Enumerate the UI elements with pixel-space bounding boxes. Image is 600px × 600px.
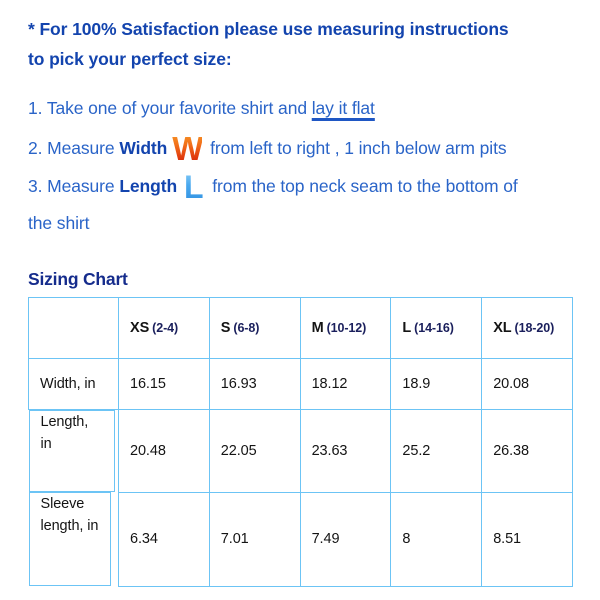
table-header-xl: XL (18-20): [481, 297, 573, 359]
instruction-step-3: 3. Measure Length L from the top neck sea…: [28, 168, 573, 242]
cell-length-s: 22.05: [208, 409, 301, 493]
cell-sleeve-xl: 8.51: [481, 491, 573, 587]
table-row: Sleeve length, in 6.34 7.01 7.49 8 8.51: [28, 491, 573, 587]
step-2-width-emphasis: Width: [119, 138, 168, 158]
sizing-chart-title: Sizing Chart: [28, 269, 128, 289]
cell-length-l: 25.2: [390, 409, 483, 493]
step-3-prefix: 3. Measure: [28, 176, 120, 196]
size-range: (14-16): [414, 321, 454, 335]
instruction-steps-list: 1. Take one of your favorite shirt and l…: [28, 88, 573, 242]
step-1-text: 1. Take one of your favorite shirt and: [28, 98, 312, 118]
cell-sleeve-xs: 6.34: [118, 491, 210, 587]
table-header-m: M (10-12): [299, 297, 392, 359]
size-label: XS: [130, 320, 150, 336]
cell-width-s: 16.93: [208, 358, 301, 410]
size-label: S: [220, 320, 231, 336]
satisfaction-heading: * For 100% Satisfaction please use measu…: [28, 14, 573, 74]
cell-sleeve-m: 7.49: [299, 491, 392, 587]
size-label: M: [311, 320, 324, 336]
size-label: L: [402, 320, 412, 336]
cell-length-xl: 26.38: [481, 409, 573, 493]
step-2-suffix: from left to right , 1 inch below arm pi…: [205, 138, 507, 158]
width-w-icon: W: [172, 130, 203, 167]
size-range: (10-12): [326, 321, 367, 335]
table-header-xs: XS (2-4): [118, 297, 210, 359]
satisfaction-heading-line-1: * For 100% Satisfaction please use measu…: [28, 19, 509, 39]
table-row: Width, in 16.15 16.93 18.12 18.9 20.08: [28, 358, 573, 410]
row-label-width: Width, in: [28, 358, 119, 410]
satisfaction-heading-line-2: to pick your perfect size:: [28, 49, 232, 69]
step-3-suffix: from the top neck seam to the bottom of: [207, 176, 518, 196]
table-row: Length, in 20.48 22.05 23.63 25.2 26.38: [28, 409, 573, 493]
cell-width-xs: 16.15: [118, 358, 210, 410]
cell-width-m: 18.12: [299, 358, 392, 410]
table-header-s: S (6-8): [208, 297, 301, 359]
cell-width-l: 18.9: [390, 358, 483, 410]
sizing-chart-table: XS (2-4) S (6-8) M (10-12) L (14-16) XL (18-2…: [28, 297, 573, 587]
step-3-length-emphasis: Length: [119, 176, 178, 196]
table-header-l: L (14-16): [390, 297, 483, 359]
cell-width-xl: 20.08: [481, 358, 573, 410]
step-2-prefix: 2. Measure: [28, 138, 120, 158]
cell-length-m: 23.63: [299, 409, 392, 493]
instruction-step-1: 1. Take one of your favorite shirt and l…: [28, 88, 573, 128]
row-label-length: Length, in: [28, 410, 115, 492]
size-range: (18-20): [514, 321, 555, 335]
instruction-step-2: 2. Measure Width W from left to right , 1…: [28, 128, 573, 168]
step-1-underlined-link[interactable]: lay it flat: [311, 98, 375, 118]
size-range: (6-8): [233, 321, 260, 335]
step-3-tail: the shirt: [28, 213, 90, 233]
table-header-row: XS (2-4) S (6-8) M (10-12) L (14-16) XL (18-2…: [28, 297, 573, 359]
length-l-icon: L: [184, 169, 204, 205]
row-label-sleeve-length: Sleeve length, in: [28, 492, 111, 586]
size-label: XL: [493, 320, 512, 336]
cell-sleeve-l: 8: [390, 491, 483, 587]
cell-length-xs: 20.48: [118, 409, 210, 493]
table-corner-cell: [28, 297, 119, 359]
size-range: (2-4): [152, 321, 179, 335]
measuring-instructions: * For 100% Satisfaction please use measu…: [28, 14, 573, 242]
cell-sleeve-s: 7.01: [208, 491, 301, 587]
